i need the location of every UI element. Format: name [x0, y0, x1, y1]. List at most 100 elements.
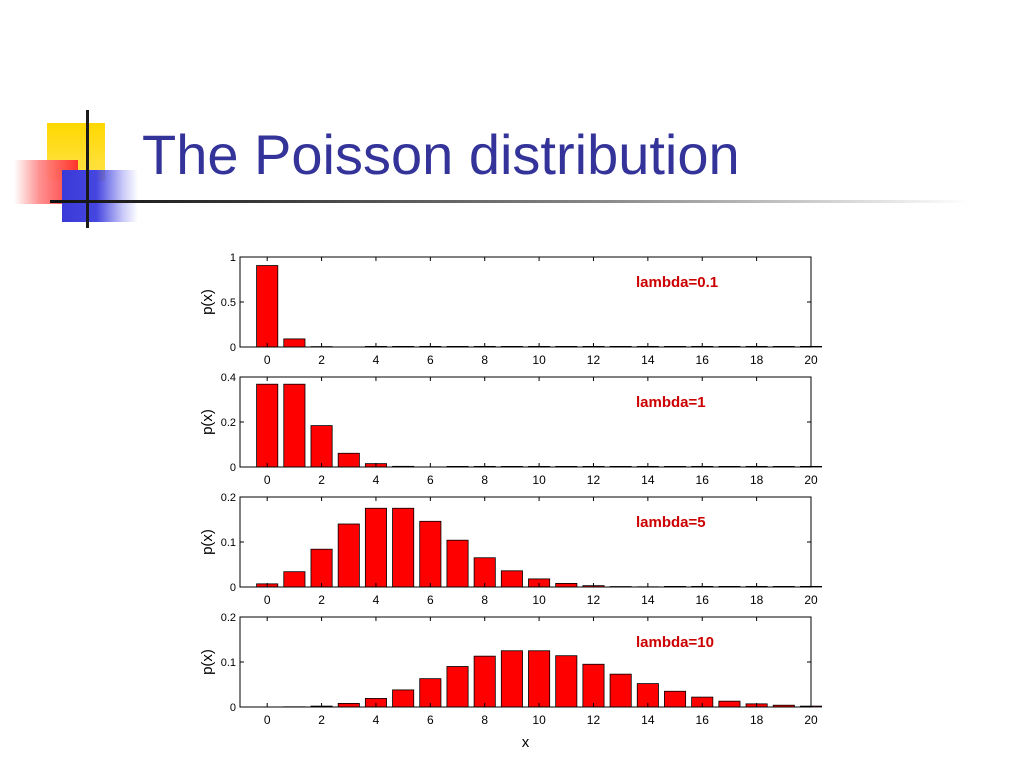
x-tick-label: 16 [696, 353, 710, 367]
x-tick-label: 2 [318, 593, 325, 607]
x-tick-label: 0 [264, 713, 271, 727]
lambda-annotation: lambda=1 [636, 394, 706, 411]
bar [500, 570, 523, 588]
y-tick-label: 1 [230, 252, 236, 264]
bar [609, 673, 632, 708]
bar [419, 678, 442, 708]
y-tick-label: 0 [230, 462, 236, 474]
y-tick-label: 0.4 [221, 372, 236, 384]
x-tick-label: 4 [373, 353, 380, 367]
chart-panel-1: 0 2 4 6 8 10 12 14 16 18 20 0 0.5 1 p(x) lambda=0.1 [199, 252, 823, 367]
x-tick-label: 18 [750, 353, 764, 367]
plot-frame [239, 616, 812, 708]
x-tick-label: 10 [532, 713, 546, 727]
y-tick-label: 0 [230, 702, 236, 714]
bar [337, 452, 360, 468]
x-tick-label: 8 [481, 473, 488, 487]
bar [337, 703, 360, 708]
x-tick-label: 12 [587, 473, 601, 487]
x-tick-label: 12 [587, 353, 601, 367]
x-tick-label: 4 [373, 713, 380, 727]
bar [310, 548, 333, 588]
chart-panel-4: 0 2 4 6 8 10 12 14 16 18 20 0 0.1 0.2 p(x) lambda=10 x [199, 612, 823, 751]
x-tick-label: 10 [532, 353, 546, 367]
bar [392, 689, 415, 708]
lambda-annotation: lambda=0.1 [636, 274, 718, 291]
x-tick-label: 18 [750, 713, 764, 727]
bar [555, 583, 578, 588]
x-tick-label: 18 [750, 473, 764, 487]
vertical-rule-decoration [86, 110, 89, 228]
x-tick-label: 16 [696, 473, 710, 487]
lambda-annotation: lambda=5 [636, 514, 706, 531]
x-tick-label: 4 [373, 593, 380, 607]
bar [256, 265, 279, 348]
bar [446, 539, 469, 588]
x-tick-label: 6 [427, 473, 434, 487]
x-tick-label: 4 [373, 473, 380, 487]
bar [256, 383, 279, 468]
x-tick-label: 10 [532, 593, 546, 607]
bar [555, 655, 578, 708]
y-tick-label: 0.2 [221, 417, 236, 429]
bar [337, 523, 360, 588]
x-tick-label: 2 [318, 713, 325, 727]
y-tick-label: 0.1 [221, 657, 236, 669]
bar [310, 425, 333, 468]
bar [664, 690, 687, 708]
x-tick-label: 0 [264, 473, 271, 487]
bar [364, 507, 387, 588]
y-tick-label: 0.1 [221, 537, 236, 549]
chart-panel-2: 0 2 4 6 8 10 12 14 16 18 20 0 0.2 0.4 p(x) lambda=1 [199, 372, 823, 487]
x-tick-label: 16 [696, 713, 710, 727]
x-tick-label: 2 [318, 353, 325, 367]
y-tick-label: 0 [230, 342, 236, 354]
y-axis-label: p(x) [199, 529, 216, 555]
x-tick-label: 20 [804, 353, 818, 367]
bar [582, 663, 605, 708]
bar [419, 520, 442, 588]
y-tick-label: 0.5 [221, 297, 236, 309]
bar [528, 650, 551, 708]
x-tick-label: 6 [427, 353, 434, 367]
x-tick-label: 14 [641, 353, 655, 367]
x-tick-label: 20 [804, 473, 818, 487]
slide-title: The Poisson distribution [142, 123, 740, 186]
x-tick-label: 14 [641, 713, 655, 727]
y-axis-label: p(x) [199, 409, 216, 435]
bar [283, 571, 306, 588]
x-tick-label: 2 [318, 473, 325, 487]
title-underline [50, 200, 970, 203]
x-tick-label: 6 [427, 593, 434, 607]
x-tick-label: 12 [587, 593, 601, 607]
bar [392, 507, 415, 588]
x-axis-label: x [522, 734, 530, 751]
plot-frame [239, 256, 812, 348]
x-tick-label: 6 [427, 713, 434, 727]
y-tick-label: 0.2 [221, 492, 236, 504]
y-axis-label: p(x) [199, 289, 216, 315]
lambda-annotation: lambda=10 [636, 634, 714, 651]
bar [500, 650, 523, 708]
x-tick-label: 8 [481, 353, 488, 367]
x-tick-label: 0 [264, 593, 271, 607]
x-tick-label: 20 [804, 713, 818, 727]
y-axis-label: p(x) [199, 649, 216, 675]
x-tick-label: 0 [264, 353, 271, 367]
blue-square-decoration [62, 170, 138, 222]
x-tick-label: 10 [532, 473, 546, 487]
bar [283, 338, 306, 348]
y-tick-label: 0 [230, 582, 236, 594]
x-tick-label: 8 [481, 593, 488, 607]
x-tick-label: 12 [587, 713, 601, 727]
bar [473, 557, 496, 588]
x-tick-label: 8 [481, 713, 488, 727]
x-tick-label: 20 [804, 593, 818, 607]
chart-panel-3: 0 2 4 6 8 10 12 14 16 18 20 0 0.1 0.2 p(x) lambda=5 [199, 492, 823, 607]
bar [283, 383, 306, 468]
bar [718, 700, 741, 708]
bar [473, 655, 496, 708]
bar [446, 666, 469, 708]
x-tick-label: 18 [750, 593, 764, 607]
